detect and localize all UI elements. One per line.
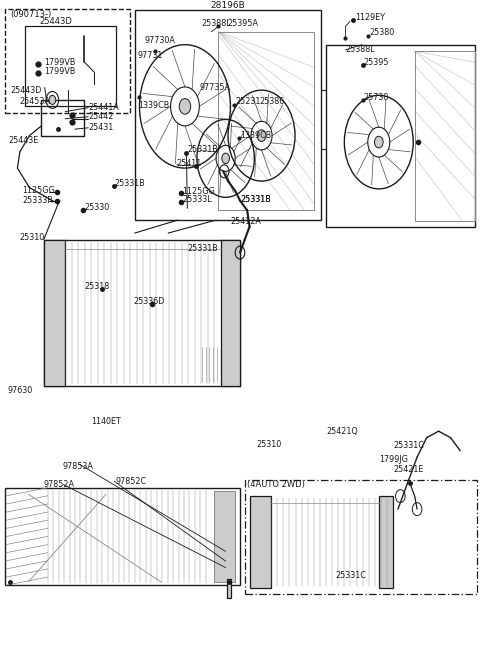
Bar <box>41 100 84 136</box>
Bar <box>415 51 475 221</box>
Text: 25380: 25380 <box>369 28 395 37</box>
Bar <box>24 26 116 106</box>
Text: 25331B: 25331B <box>240 195 271 205</box>
Bar <box>135 10 322 220</box>
Text: 1339CB: 1339CB <box>240 131 271 140</box>
Text: 25333R: 25333R <box>22 196 53 205</box>
Text: 25231: 25231 <box>235 97 261 106</box>
Text: (090713-): (090713-) <box>10 10 51 18</box>
Text: 25331C: 25331C <box>393 441 424 450</box>
Text: 25412A: 25412A <box>230 217 261 226</box>
Circle shape <box>49 95 56 104</box>
Text: 25333L: 25333L <box>182 195 212 205</box>
Circle shape <box>179 98 191 114</box>
Text: 25443D: 25443D <box>39 18 72 26</box>
Text: 97852C: 97852C <box>116 477 147 485</box>
Bar <box>44 239 65 386</box>
Text: 1125GG: 1125GG <box>182 187 216 196</box>
Bar <box>379 496 393 588</box>
Text: 1140ET: 1140ET <box>92 417 121 426</box>
Text: 25395: 25395 <box>363 58 389 68</box>
Text: 1125GG: 1125GG <box>22 186 55 195</box>
Text: 25388L: 25388L <box>345 45 375 54</box>
Text: 97731: 97731 <box>137 51 162 60</box>
Text: 97730A: 97730A <box>144 36 175 45</box>
Text: 25310: 25310 <box>257 440 282 449</box>
Bar <box>44 239 240 386</box>
Text: 1129EY: 1129EY <box>355 13 385 22</box>
Text: (4AUTO 2WD): (4AUTO 2WD) <box>247 480 305 489</box>
Bar <box>326 45 475 226</box>
Circle shape <box>374 136 383 148</box>
Text: 25331B: 25331B <box>240 195 271 205</box>
Text: 25310: 25310 <box>20 233 45 242</box>
Text: 25441A: 25441A <box>88 103 119 112</box>
Text: 25421E: 25421E <box>393 465 423 474</box>
Text: 1339CB: 1339CB <box>139 100 170 110</box>
Text: 97630: 97630 <box>8 386 33 396</box>
Bar <box>245 480 477 594</box>
Text: 25330: 25330 <box>84 203 110 212</box>
Bar <box>218 31 314 211</box>
Circle shape <box>222 153 229 163</box>
Bar <box>214 491 235 582</box>
Text: 25443E: 25443E <box>8 136 38 145</box>
Text: 25431: 25431 <box>88 123 114 133</box>
Text: 25386: 25386 <box>259 97 284 106</box>
Text: 97852A: 97852A <box>44 480 75 489</box>
Text: 1799JG: 1799JG <box>379 455 408 464</box>
Bar <box>250 496 271 588</box>
Text: 1799VB: 1799VB <box>44 68 75 77</box>
Text: 25318: 25318 <box>84 282 110 291</box>
Bar <box>5 487 240 585</box>
Text: 28196B: 28196B <box>211 1 245 10</box>
Text: 25443D: 25443D <box>10 86 42 94</box>
Text: 25421Q: 25421Q <box>326 426 358 436</box>
Text: 25331C: 25331C <box>336 571 367 580</box>
Text: 97735A: 97735A <box>199 83 230 92</box>
Text: 97853A: 97853A <box>63 462 94 471</box>
Text: 1799VB: 1799VB <box>44 58 75 68</box>
Text: 25336D: 25336D <box>134 297 165 306</box>
Text: 25331B: 25331B <box>187 146 218 154</box>
Bar <box>5 9 130 113</box>
Bar <box>221 239 240 386</box>
Text: 25453A: 25453A <box>19 96 50 106</box>
Bar <box>227 579 231 598</box>
Text: 25442: 25442 <box>88 112 114 121</box>
Text: 25395A: 25395A <box>228 20 259 28</box>
Text: 25388L: 25388L <box>202 20 231 28</box>
Circle shape <box>257 130 266 142</box>
Text: 25331B: 25331B <box>187 243 218 253</box>
Text: 25730: 25730 <box>363 93 389 102</box>
Text: 25411: 25411 <box>177 159 202 168</box>
Text: 25331B: 25331B <box>115 178 145 188</box>
